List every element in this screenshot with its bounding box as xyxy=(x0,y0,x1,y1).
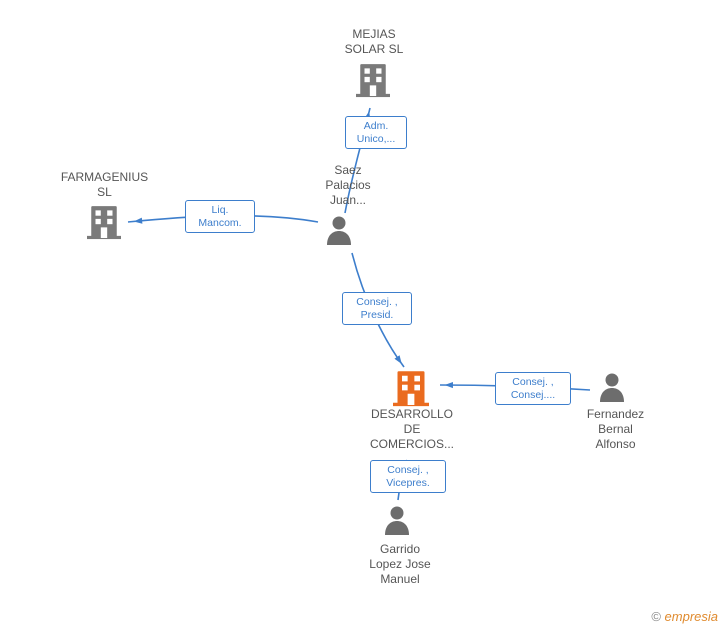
edge-label-saez_farmagenius: Liq. Mancom. xyxy=(185,200,255,233)
edge-label-garrido_des: Consej. , Vicepres. xyxy=(370,460,446,493)
edge-label-fernandez_des: Consej. , Consej.... xyxy=(495,372,571,405)
node-label-garrido: Garrido Lopez Jose Manuel xyxy=(355,542,445,587)
node-label-desarrollo: DESARROLLO DE COMERCIOS... xyxy=(357,407,467,452)
building-icon-farmagenius xyxy=(87,206,121,239)
watermark-text: empresia xyxy=(665,609,718,624)
copyright-symbol: © xyxy=(651,609,661,624)
arrowhead-saez_desarrollo xyxy=(394,355,401,364)
node-label-mejias: MEJIAS SOLAR SL xyxy=(329,27,419,57)
edge-label-saez_mejias: Adm. Unico,... xyxy=(345,116,407,149)
building-icon-desarrollo xyxy=(393,371,429,406)
edge-label-saez_desarrollo: Consej. , Presid. xyxy=(342,292,412,325)
node-label-farmagenius: FARMAGENIUS SL xyxy=(52,170,157,200)
person-icon-fernandez xyxy=(600,374,624,403)
node-label-saez: Saez Palacios Juan... xyxy=(308,163,388,208)
watermark: © empresia xyxy=(651,609,718,624)
building-icon-mejias xyxy=(356,64,390,97)
person-icon-garrido xyxy=(385,507,409,536)
node-label-fernandez: Fernandez Bernal Alfonso xyxy=(573,407,658,452)
arrowhead-fernandez_des xyxy=(445,382,453,388)
person-icon-saez xyxy=(327,217,351,246)
